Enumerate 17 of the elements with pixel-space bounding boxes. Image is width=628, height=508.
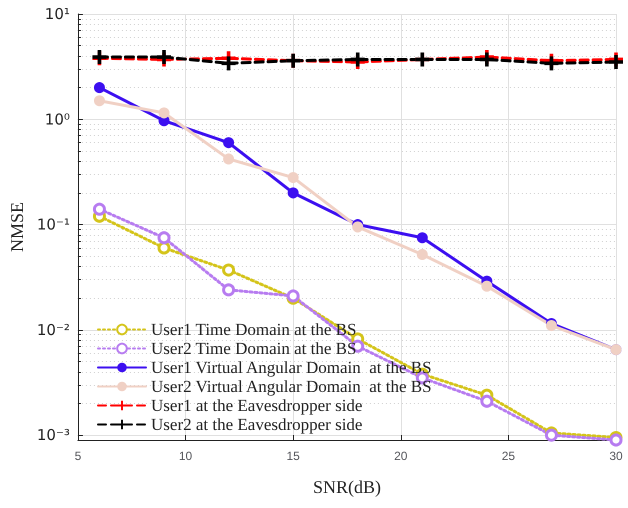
x-tick-label: 25 bbox=[502, 449, 516, 463]
y-tick-label: 10¹ bbox=[44, 5, 70, 23]
legend-label: User1 at the Eavesdropper side bbox=[151, 396, 362, 415]
y-tick-label: 10⁰ bbox=[44, 110, 70, 128]
x-axis-title: SNR(dB) bbox=[312, 477, 381, 497]
x-tick-label: 15 bbox=[286, 449, 300, 463]
y-tick-label: 10⁻² bbox=[36, 320, 70, 339]
y-tick-label: 10⁻³ bbox=[36, 426, 70, 444]
y-axis-title: NMSE bbox=[7, 202, 27, 252]
legend-label: User2 Virtual Angular Domain at the BS bbox=[151, 377, 432, 396]
x-tick-label: 20 bbox=[394, 449, 408, 463]
x-tick-label: 10 bbox=[178, 449, 193, 463]
legend-label: User2 Time Domain at the BS bbox=[151, 339, 356, 358]
y-tick-label: 10⁻¹ bbox=[36, 216, 70, 234]
x-tick-label: 30 bbox=[609, 449, 623, 463]
x-tick-label: 5 bbox=[74, 449, 82, 463]
legend-label: User2 at the Eavesdropper side bbox=[151, 415, 362, 434]
